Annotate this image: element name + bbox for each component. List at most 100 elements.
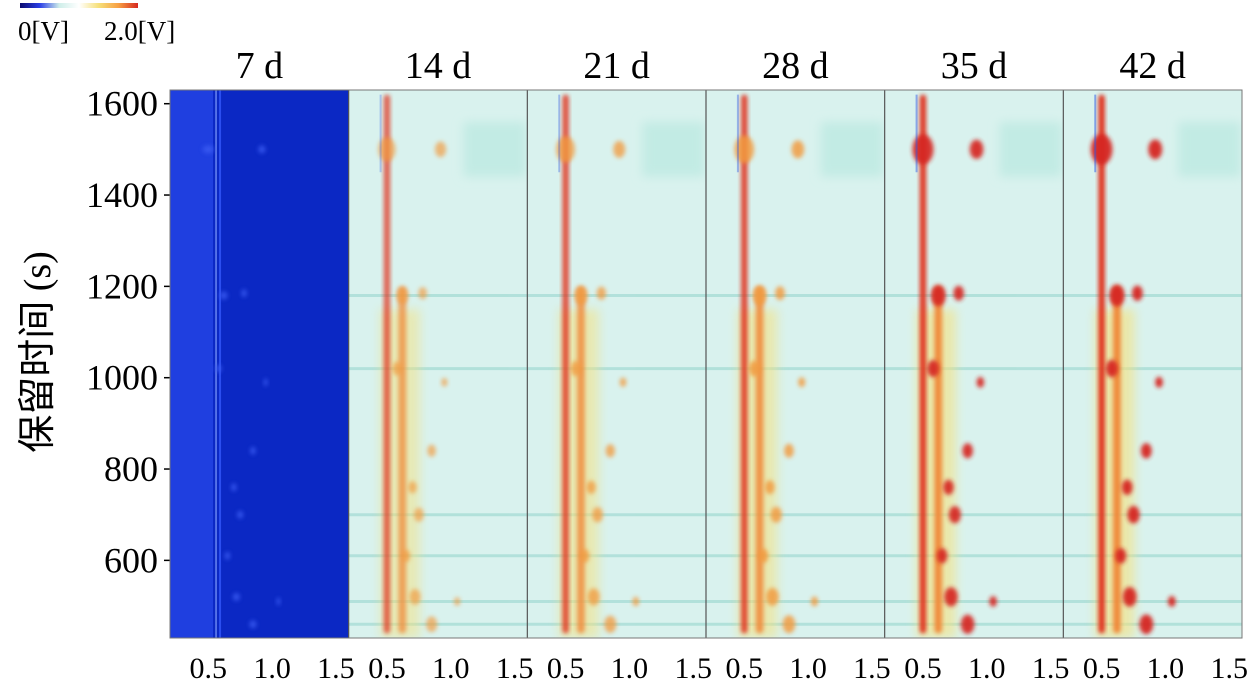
heatmap-vertical-band [755,286,764,634]
heatmap-spot [276,597,281,606]
heatmap-spot [791,140,805,159]
colorbar-gradient [20,3,138,8]
heatmap-spot [989,596,997,607]
heatmap-spot [249,620,257,629]
heatmap-spot [435,141,447,158]
heatmap-vertical-band [741,94,748,634]
heatmap-spot [413,507,424,522]
heatmap-spot [241,289,247,298]
heatmap-spot [748,360,761,377]
heatmap-spot [758,548,769,563]
panel-background [884,90,1064,638]
heatmap-spot [943,479,954,495]
x-tick-label: 1.0 [789,652,827,685]
heatmap-spot [396,286,409,305]
heatmap-spot [1115,548,1127,564]
heatmap-panel [884,90,1064,638]
heatmap-vertical-band [1098,94,1105,634]
heatmap-spot [604,615,617,633]
heatmap-spot [409,589,421,605]
heatmap-spot [224,551,231,560]
x-tick-label: 1.0 [1147,652,1185,685]
x-tick-label: 1.5 [674,652,712,685]
heatmap-panel [526,90,706,638]
heatmap-spot [592,507,603,523]
y-axis-label: 保留时间 (s) [17,251,59,453]
panel-title: 42 d [1119,45,1186,87]
heatmap-vertical-band [383,94,391,634]
x-tick-label: 1.0 [968,652,1006,685]
heatmap-panels: 7 d 14 d 21 d 28 d 35 d 42 d [169,45,1243,639]
heatmap-spot [632,596,640,607]
y-tick-label: 1600 [86,84,158,124]
heatmap-spot [570,360,582,377]
heatmap-spot [953,285,964,301]
heatmap-spot [810,596,818,607]
heatmap-spot [1109,284,1125,307]
heatmap-spot [734,135,755,164]
heatmap-spot [613,140,626,158]
x-tick-label: 1.0 [432,652,470,685]
heatmap-panel [170,90,349,638]
heatmap-spot [586,480,596,494]
heatmap-vertical-band [577,286,585,634]
heatmap-spot [1127,505,1140,524]
heatmap-spot [1121,479,1133,495]
x-tick-label: 1.5 [496,652,534,685]
heatmap-spot [1140,443,1152,459]
x-tick-label: 1.5 [1032,652,1070,685]
heatmap-spot [960,614,975,634]
heatmap-spot [263,378,268,387]
heatmap-spot [580,549,590,563]
heatmap-spot [215,364,222,373]
heatmap-panel [1062,90,1242,638]
heatmap-spot [784,443,794,458]
heatmap-spot [1122,587,1137,607]
panel-dark-band [213,90,349,638]
heatmap-spot [427,444,436,457]
heatmap-panel [348,90,528,638]
heatmap-spot [1131,285,1143,301]
heatmap-spot [752,285,767,306]
heatmap-spot [556,136,575,163]
heatmap-vertical-band [919,94,927,634]
heatmap-spot [250,446,256,455]
x-tick-label: 1.0 [611,652,649,685]
x-tick-label: 0.5 [726,652,764,685]
heatmap-spot [1105,359,1118,378]
heatmap-vertical-band [1113,286,1121,634]
heatmap-spot [232,592,240,601]
heatmap-spot [976,376,985,388]
x-axis-ticks: 0.5 1.0 1.5 0.5 1.0 1.5 0.5 1.0 1.5 0.5 1.0 1.5 0.5 1… [190,652,1248,685]
heatmap-spot [587,588,600,606]
heatmap-spot [764,480,775,495]
panel-title: 21 d [583,45,650,87]
heatmap-spot [1148,139,1163,160]
heatmap-spot [936,548,948,564]
heatmap-spot [930,284,946,307]
x-tick-label: 0.5 [368,652,406,685]
y-tick-label: 1200 [86,266,158,306]
heatmap-spot [454,597,461,606]
heatmap-panel [705,90,885,638]
x-tick-label: 0.5 [190,652,228,685]
heatmap-vertical-band [934,286,943,634]
colorbar: 0[V] 2.0[V] [18,3,175,46]
panel-title: 7 d [236,45,284,87]
heatmap-spot [962,443,973,459]
heatmap-spot [1155,376,1163,388]
heatmap-spot [927,359,940,378]
heatmap-spot [948,506,961,524]
y-tick-label: 1000 [86,358,158,398]
x-tick-label: 0.5 [1083,652,1121,685]
heatmap-spot [766,587,779,606]
colorbar-min-label: 0[V] [18,16,69,46]
heatmap-spot [236,510,244,519]
heatmap-vertical-band [562,94,569,634]
heatmap-spot [574,286,588,305]
heatmap-spot [605,444,615,458]
x-tick-label: 0.5 [547,652,585,685]
heatmap-spot [798,377,806,388]
plot-frame [169,89,1243,639]
panel-background [706,90,885,638]
